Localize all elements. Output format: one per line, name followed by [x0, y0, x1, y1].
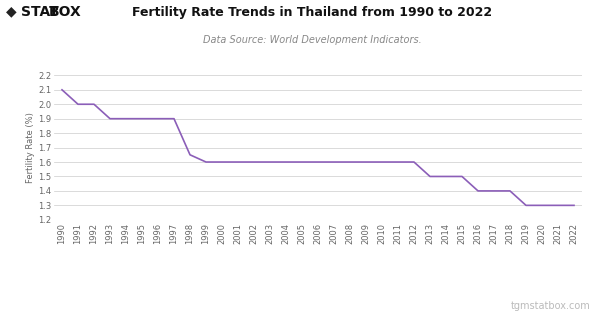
Thailand: [554, 203, 562, 207]
Thailand: [394, 160, 401, 164]
Thailand: [91, 102, 98, 106]
Thailand: [571, 203, 578, 207]
Thailand: [427, 175, 434, 178]
Thailand: [379, 160, 386, 164]
Thailand: [187, 153, 194, 157]
Thailand: [74, 102, 82, 106]
Thailand: [218, 160, 226, 164]
Thailand: [266, 160, 274, 164]
Thailand: [314, 160, 322, 164]
Thailand: [106, 117, 113, 121]
Thailand: [122, 117, 130, 121]
Thailand: [362, 160, 370, 164]
Thailand: [331, 160, 338, 164]
Text: STAT: STAT: [21, 5, 59, 19]
Thailand: [523, 203, 530, 207]
Thailand: [58, 88, 65, 92]
Line: Thailand: Thailand: [62, 90, 574, 205]
Thailand: [250, 160, 257, 164]
Thailand: [298, 160, 305, 164]
Text: BOX: BOX: [49, 5, 82, 19]
Thailand: [346, 160, 353, 164]
Thailand: [139, 117, 146, 121]
Y-axis label: Fertility Rate (%): Fertility Rate (%): [26, 112, 35, 183]
Thailand: [235, 160, 242, 164]
Thailand: [202, 160, 209, 164]
Text: tgmstatbox.com: tgmstatbox.com: [511, 301, 591, 311]
Thailand: [154, 117, 161, 121]
Thailand: [442, 175, 449, 178]
Text: Fertility Rate Trends in Thailand from 1990 to 2022: Fertility Rate Trends in Thailand from 1…: [132, 6, 492, 19]
Text: Data Source: World Development Indicators.: Data Source: World Development Indicator…: [203, 35, 421, 45]
Thailand: [170, 117, 178, 121]
Thailand: [475, 189, 482, 193]
Thailand: [458, 175, 466, 178]
Thailand: [283, 160, 290, 164]
Text: ◆: ◆: [6, 5, 17, 19]
Thailand: [538, 203, 545, 207]
Thailand: [506, 189, 514, 193]
Thailand: [410, 160, 418, 164]
Thailand: [490, 189, 497, 193]
